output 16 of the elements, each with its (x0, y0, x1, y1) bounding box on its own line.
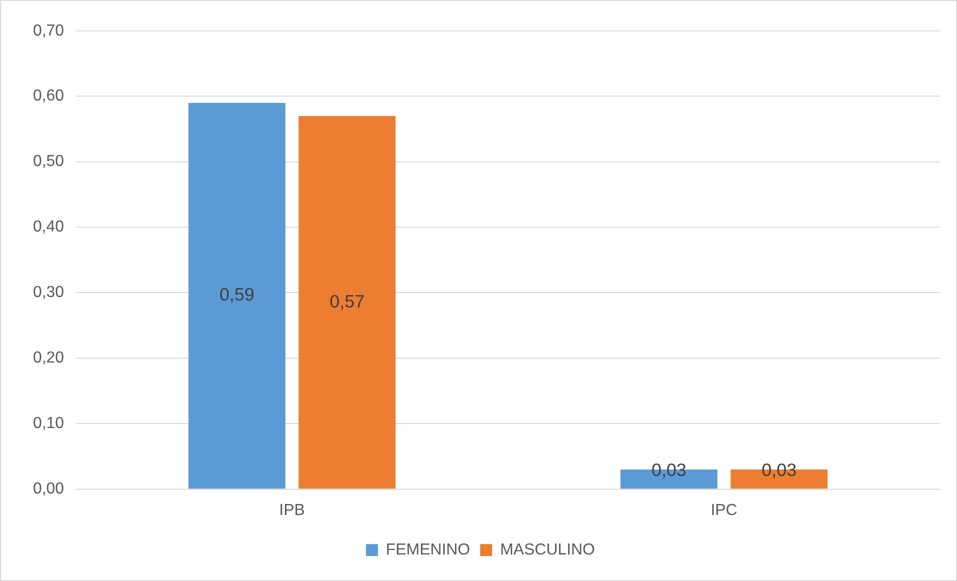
y-tick-label: 0,70 (32, 22, 64, 40)
bar (298, 116, 396, 489)
y-tick-label: 0,30 (32, 284, 64, 302)
y-tick-label: 0,10 (32, 415, 64, 432)
data-label: 0,57 (330, 291, 365, 312)
bar (188, 102, 286, 489)
legend-label: MASCULINO (500, 542, 595, 558)
y-tick-label: 0,50 (32, 153, 64, 170)
y-tick-label: 0,60 (32, 88, 64, 105)
x-tick-label: IPB (279, 502, 305, 520)
y-tick-label: 0,00 (32, 480, 64, 498)
y-tick-label: 0,20 (32, 350, 64, 367)
y-tick-label: 0,40 (32, 218, 64, 236)
legend-label: FEMENINO (386, 542, 470, 558)
x-tick-label: IPC (710, 502, 738, 520)
data-label: 0,59 (219, 284, 254, 305)
